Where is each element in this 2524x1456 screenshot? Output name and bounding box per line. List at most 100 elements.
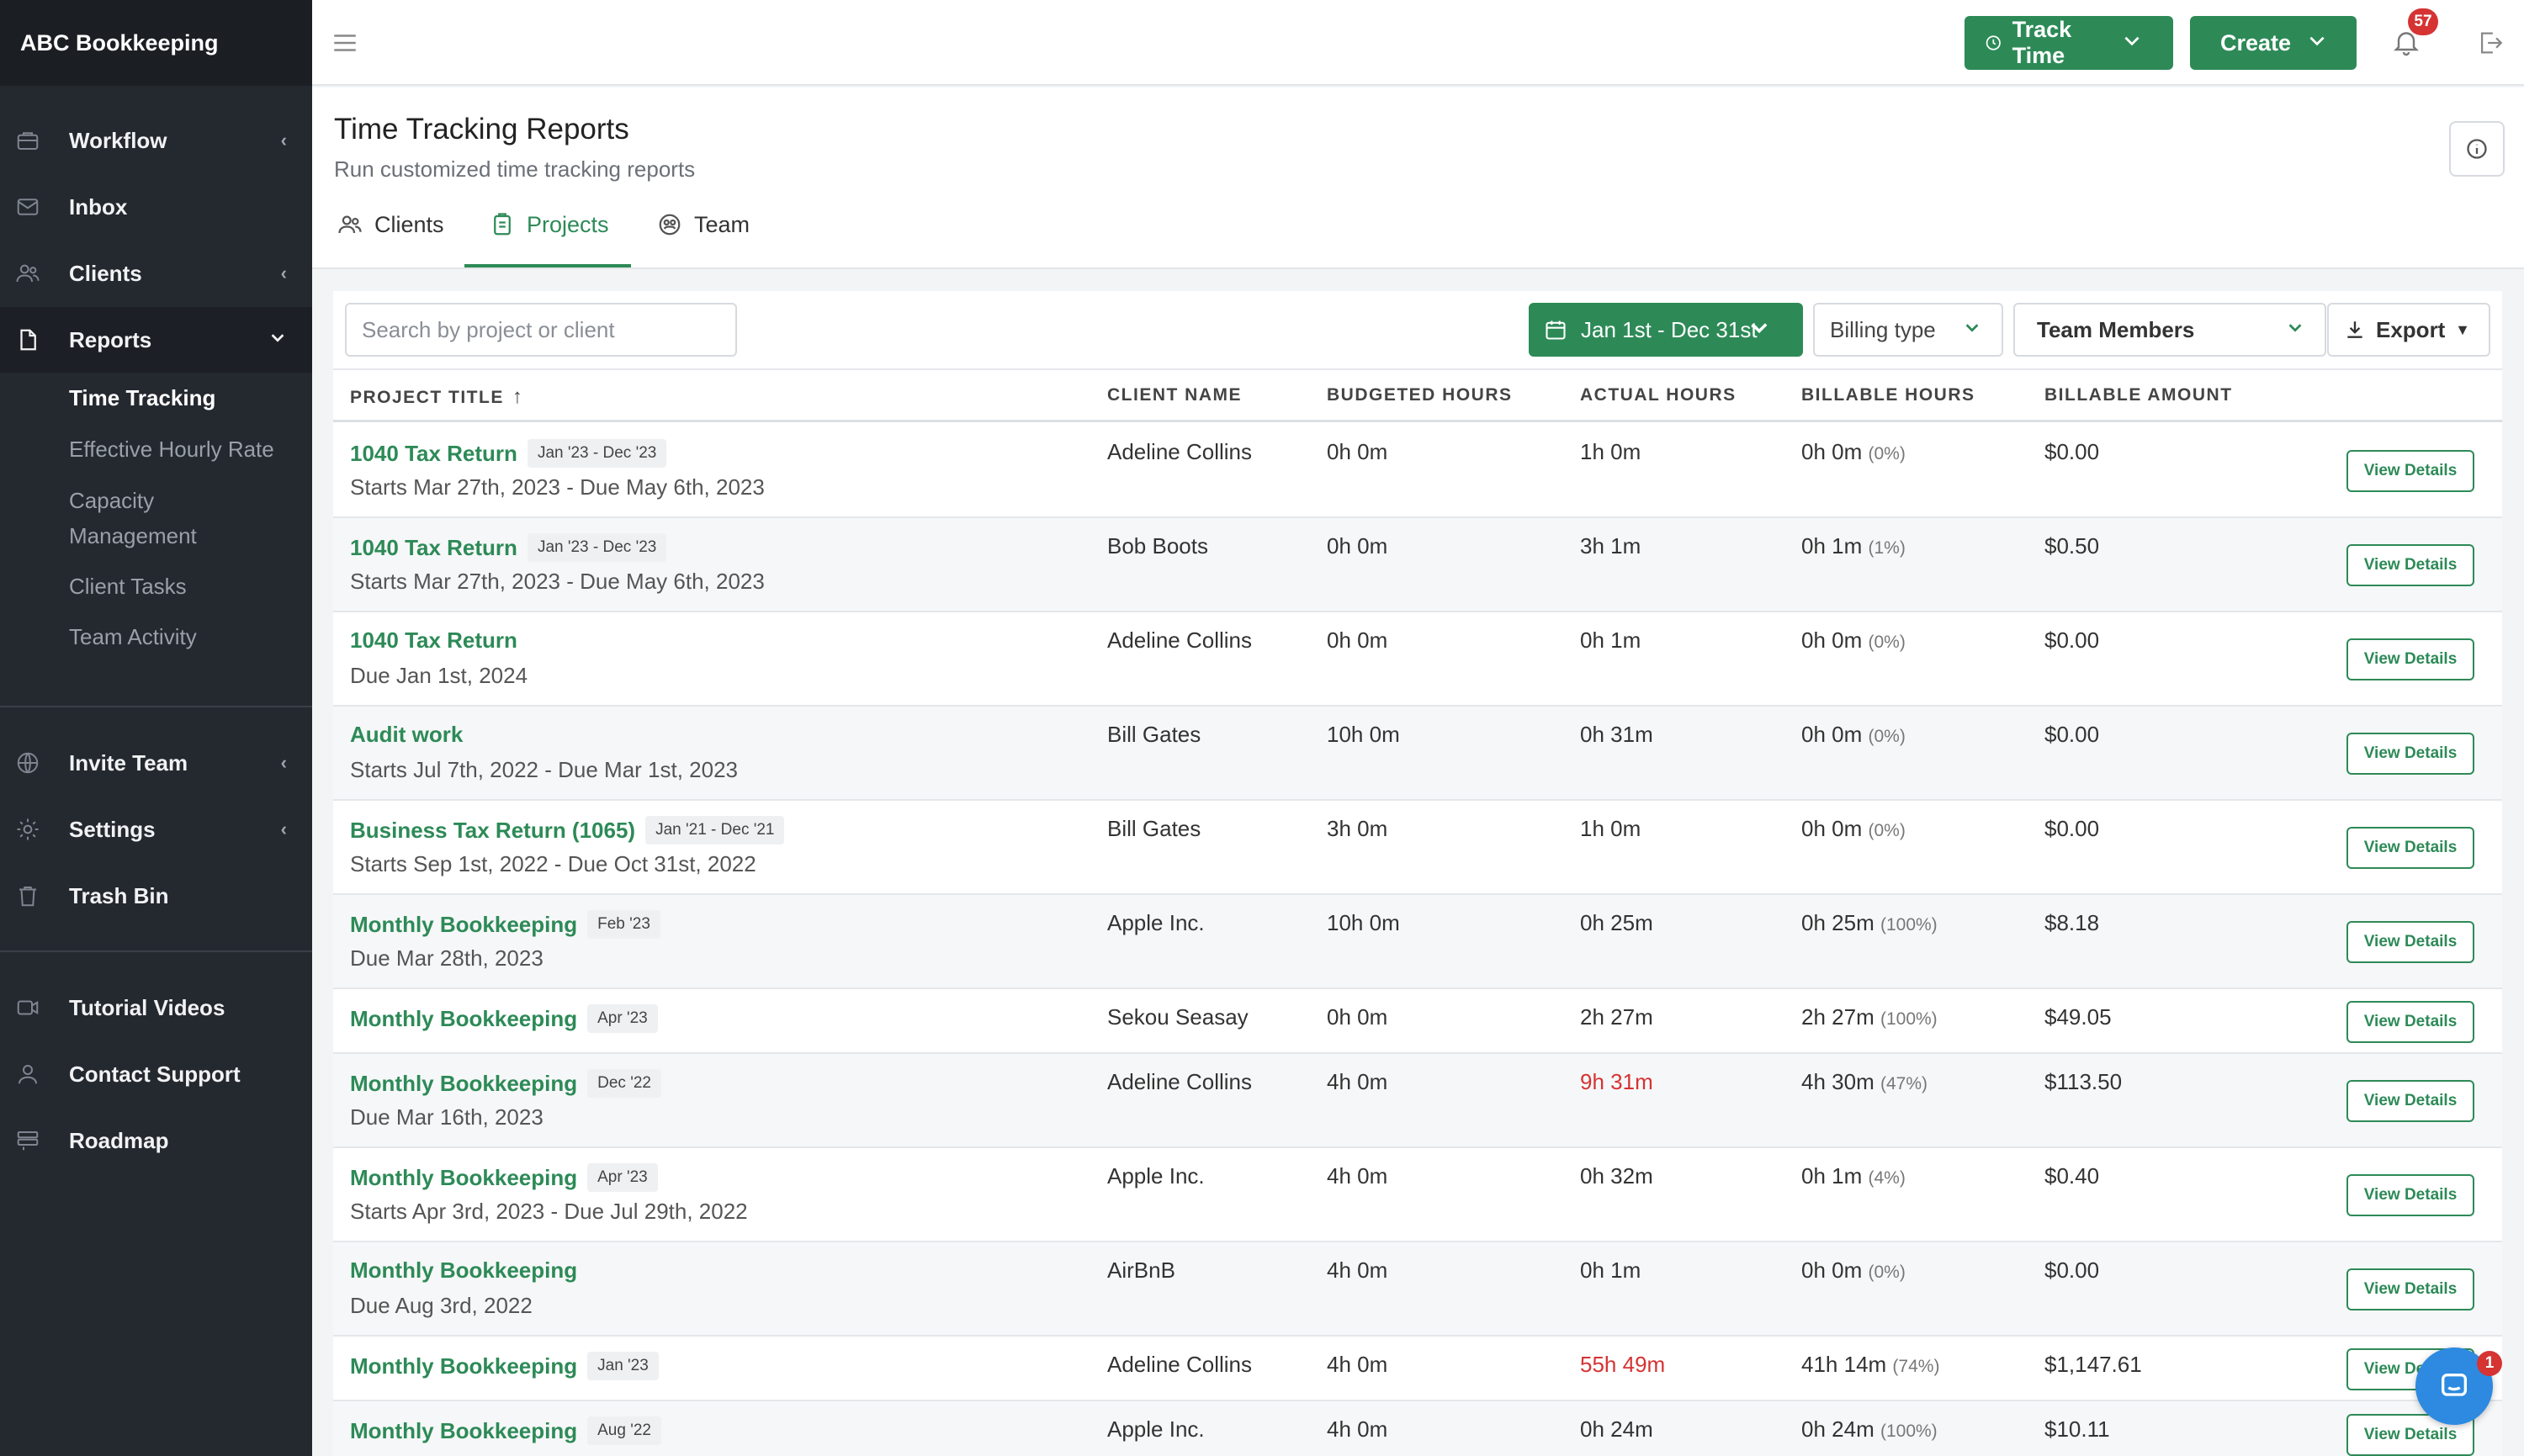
project-title-link[interactable]: Monthly Bookkeeping Jan '23 bbox=[350, 1352, 659, 1380]
billable-hours-value: 0h 1m bbox=[1801, 1163, 1863, 1189]
view-details-button[interactable]: View Details bbox=[2346, 1268, 2474, 1310]
period-chip: Apr '23 bbox=[587, 1163, 658, 1192]
project-title-link[interactable]: 1040 Tax Return Jan '23 - Dec '23 bbox=[350, 533, 667, 562]
sidebar-subitem-time-tracking[interactable]: Time Tracking bbox=[69, 385, 216, 410]
view-details-button[interactable]: View Details bbox=[2346, 450, 2474, 492]
tab-projects[interactable]: Projects bbox=[464, 207, 631, 267]
project-title-link[interactable]: Monthly Bookkeeping Aug '22 bbox=[350, 1416, 661, 1445]
table-row: Monthly Bookkeeping Due Aug 3rd, 2022 AirB… bbox=[333, 1242, 2502, 1337]
project-title-link[interactable]: Monthly Bookkeeping Apr '23 bbox=[350, 1163, 658, 1192]
column-header-actual-hours[interactable]: ACTUAL HOURS bbox=[1580, 385, 1737, 405]
view-details-button[interactable]: View Details bbox=[2346, 544, 2474, 586]
sidebar-subitem-capacity-management[interactable]: Capacity bbox=[69, 488, 155, 513]
billable-hours-value: 0h 0m bbox=[1801, 1257, 1863, 1283]
project-title-link[interactable]: Monthly Bookkeeping Dec '22 bbox=[350, 1069, 661, 1098]
create-button[interactable]: Create bbox=[2190, 16, 2357, 70]
sidebar-item-invite-team[interactable]: Invite Team ‹ bbox=[0, 730, 312, 796]
billable-hours: 0h 1m (4%) bbox=[1801, 1163, 1906, 1189]
project-dates: Starts Mar 27th, 2023 - Due May 6th, 202… bbox=[350, 569, 765, 594]
sidebar-item-clients[interactable]: Clients ‹ bbox=[0, 241, 312, 306]
project-title-link[interactable]: Audit work bbox=[350, 722, 463, 748]
export-button[interactable]: Export ▼ bbox=[2327, 303, 2490, 357]
column-header-client-name[interactable]: CLIENT NAME bbox=[1107, 385, 1242, 405]
project-title: Monthly Bookkeeping bbox=[350, 1005, 578, 1031]
billable-hours-value: 41h 14m bbox=[1801, 1352, 1887, 1377]
project-title: Monthly Bookkeeping bbox=[350, 1417, 578, 1443]
actual-hours: 2h 27m bbox=[1580, 1004, 1653, 1030]
billable-amount: $1,147.61 bbox=[2044, 1352, 2142, 1377]
project-dates: Starts Mar 27th, 2023 - Due May 6th, 202… bbox=[350, 474, 765, 500]
view-details-button[interactable]: View Details bbox=[2346, 1174, 2474, 1216]
sidebar-subitem-team-activity[interactable]: Team Activity bbox=[69, 624, 197, 649]
tab-team[interactable]: Team bbox=[657, 207, 750, 267]
gear-icon bbox=[15, 817, 40, 842]
view-details-button[interactable]: View Details bbox=[2346, 827, 2474, 869]
view-details-button[interactable]: View Details bbox=[2346, 638, 2474, 680]
project-title-link[interactable]: 1040 Tax Return Jan '23 - Dec '23 bbox=[350, 439, 667, 468]
column-header-project-title[interactable]: PROJECT TITLE ↑ bbox=[350, 385, 523, 409]
info-icon bbox=[2467, 139, 2487, 159]
view-details-button[interactable]: View Details bbox=[2346, 1001, 2474, 1043]
tab-clients[interactable]: Clients bbox=[337, 207, 444, 267]
view-details-button[interactable]: View Details bbox=[2346, 921, 2474, 963]
team-members-select[interactable]: Team Members bbox=[2013, 303, 2326, 357]
sidebar-item-label: Trash Bin bbox=[69, 882, 169, 908]
sidebar-item-reports[interactable]: Reports bbox=[0, 307, 312, 373]
sidebar-subitem-client-tasks[interactable]: Client Tasks bbox=[69, 574, 187, 599]
tab-label: Team bbox=[694, 212, 750, 237]
billing-type-select[interactable]: Billing type bbox=[1813, 303, 2003, 357]
billable-percent: (0%) bbox=[1868, 727, 1906, 746]
sidebar-item-tutorial-videos[interactable]: Tutorial Videos bbox=[0, 975, 312, 1040]
sidebar-item-label: Settings bbox=[69, 816, 156, 842]
column-header-billable-hours[interactable]: BILLABLE HOURS bbox=[1801, 385, 1975, 405]
sidebar-item-roadmap[interactable]: Roadmap bbox=[0, 1108, 312, 1173]
search-input[interactable] bbox=[345, 303, 737, 357]
budgeted-hours: 10h 0m bbox=[1327, 910, 1400, 935]
project-title-link[interactable]: Monthly Bookkeeping bbox=[350, 1257, 577, 1284]
project-title: 1040 Tax Return bbox=[350, 534, 517, 560]
view-details-button[interactable]: View Details bbox=[2346, 733, 2474, 775]
budgeted-hours: 4h 0m bbox=[1327, 1163, 1388, 1189]
project-dates: Starts Sep 1st, 2022 - Due Oct 31st, 202… bbox=[350, 851, 756, 876]
brand-name: ABC Bookkeeping bbox=[0, 0, 312, 86]
client-name: AirBnB bbox=[1107, 1257, 1175, 1283]
billable-hours: 2h 27m (100%) bbox=[1801, 1004, 1938, 1030]
billable-hours: 0h 0m (0%) bbox=[1801, 1257, 1906, 1284]
billable-amount: $10.11 bbox=[2044, 1416, 2110, 1442]
date-range-button[interactable]: Jan 1st - Dec 31st bbox=[1529, 303, 1803, 357]
project-title-link[interactable]: 1040 Tax Return bbox=[350, 627, 517, 654]
budgeted-hours: 10h 0m bbox=[1327, 722, 1400, 747]
chat-icon bbox=[2442, 1374, 2467, 1396]
sidebar-item-inbox[interactable]: Inbox bbox=[0, 174, 312, 240]
project-title-link[interactable]: Monthly Bookkeeping Apr '23 bbox=[350, 1004, 658, 1033]
client-name: Adeline Collins bbox=[1107, 1069, 1252, 1094]
calendar-icon bbox=[1546, 320, 1566, 340]
actual-hours: 0h 24m bbox=[1580, 1416, 1653, 1442]
view-details-button[interactable]: View Details bbox=[2346, 1414, 2474, 1456]
project-title-link[interactable]: Monthly Bookkeeping Feb '23 bbox=[350, 910, 660, 939]
hamburger-menu-icon[interactable] bbox=[331, 29, 359, 57]
budgeted-hours: 4h 0m bbox=[1327, 1069, 1388, 1094]
billable-percent: (0%) bbox=[1868, 633, 1906, 652]
column-header-budgeted-hours[interactable]: BUDGETED HOURS bbox=[1327, 385, 1513, 405]
project-title-link[interactable]: Business Tax Return (1065) Jan '21 - Dec … bbox=[350, 816, 785, 844]
table-row: Monthly Bookkeeping Apr '23 Starts Apr 3rd… bbox=[333, 1148, 2502, 1242]
column-header-billable-amount[interactable]: BILLABLE AMOUNT bbox=[2044, 385, 2233, 405]
sidebar-item-contact-support[interactable]: Contact Support bbox=[0, 1041, 312, 1107]
export-label: Export bbox=[2376, 316, 2446, 342]
info-button[interactable] bbox=[2449, 121, 2505, 177]
bell-icon[interactable] bbox=[2391, 25, 2421, 59]
sidebar-subitem-effective-hourly-rate[interactable]: Effective Hourly Rate bbox=[69, 437, 274, 462]
view-details-button[interactable]: View Details bbox=[2346, 1080, 2474, 1122]
client-name: Apple Inc. bbox=[1107, 1163, 1205, 1189]
sidebar-item-workflow[interactable]: Workflow ‹ bbox=[0, 108, 312, 173]
sidebar-item-trash-bin[interactable]: Trash Bin bbox=[0, 863, 312, 929]
logout-icon[interactable] bbox=[2476, 29, 2505, 57]
billable-hours: 0h 25m (100%) bbox=[1801, 910, 1938, 936]
client-name: Apple Inc. bbox=[1107, 910, 1205, 935]
sidebar-item-settings[interactable]: Settings ‹ bbox=[0, 797, 312, 862]
client-name: Adeline Collins bbox=[1107, 627, 1252, 653]
track-time-button[interactable]: Track Time bbox=[1965, 16, 2173, 70]
sidebar-subitem-capacity-management-line2[interactable]: Management bbox=[69, 523, 197, 548]
billable-hours: 0h 0m (0%) bbox=[1801, 816, 1906, 842]
